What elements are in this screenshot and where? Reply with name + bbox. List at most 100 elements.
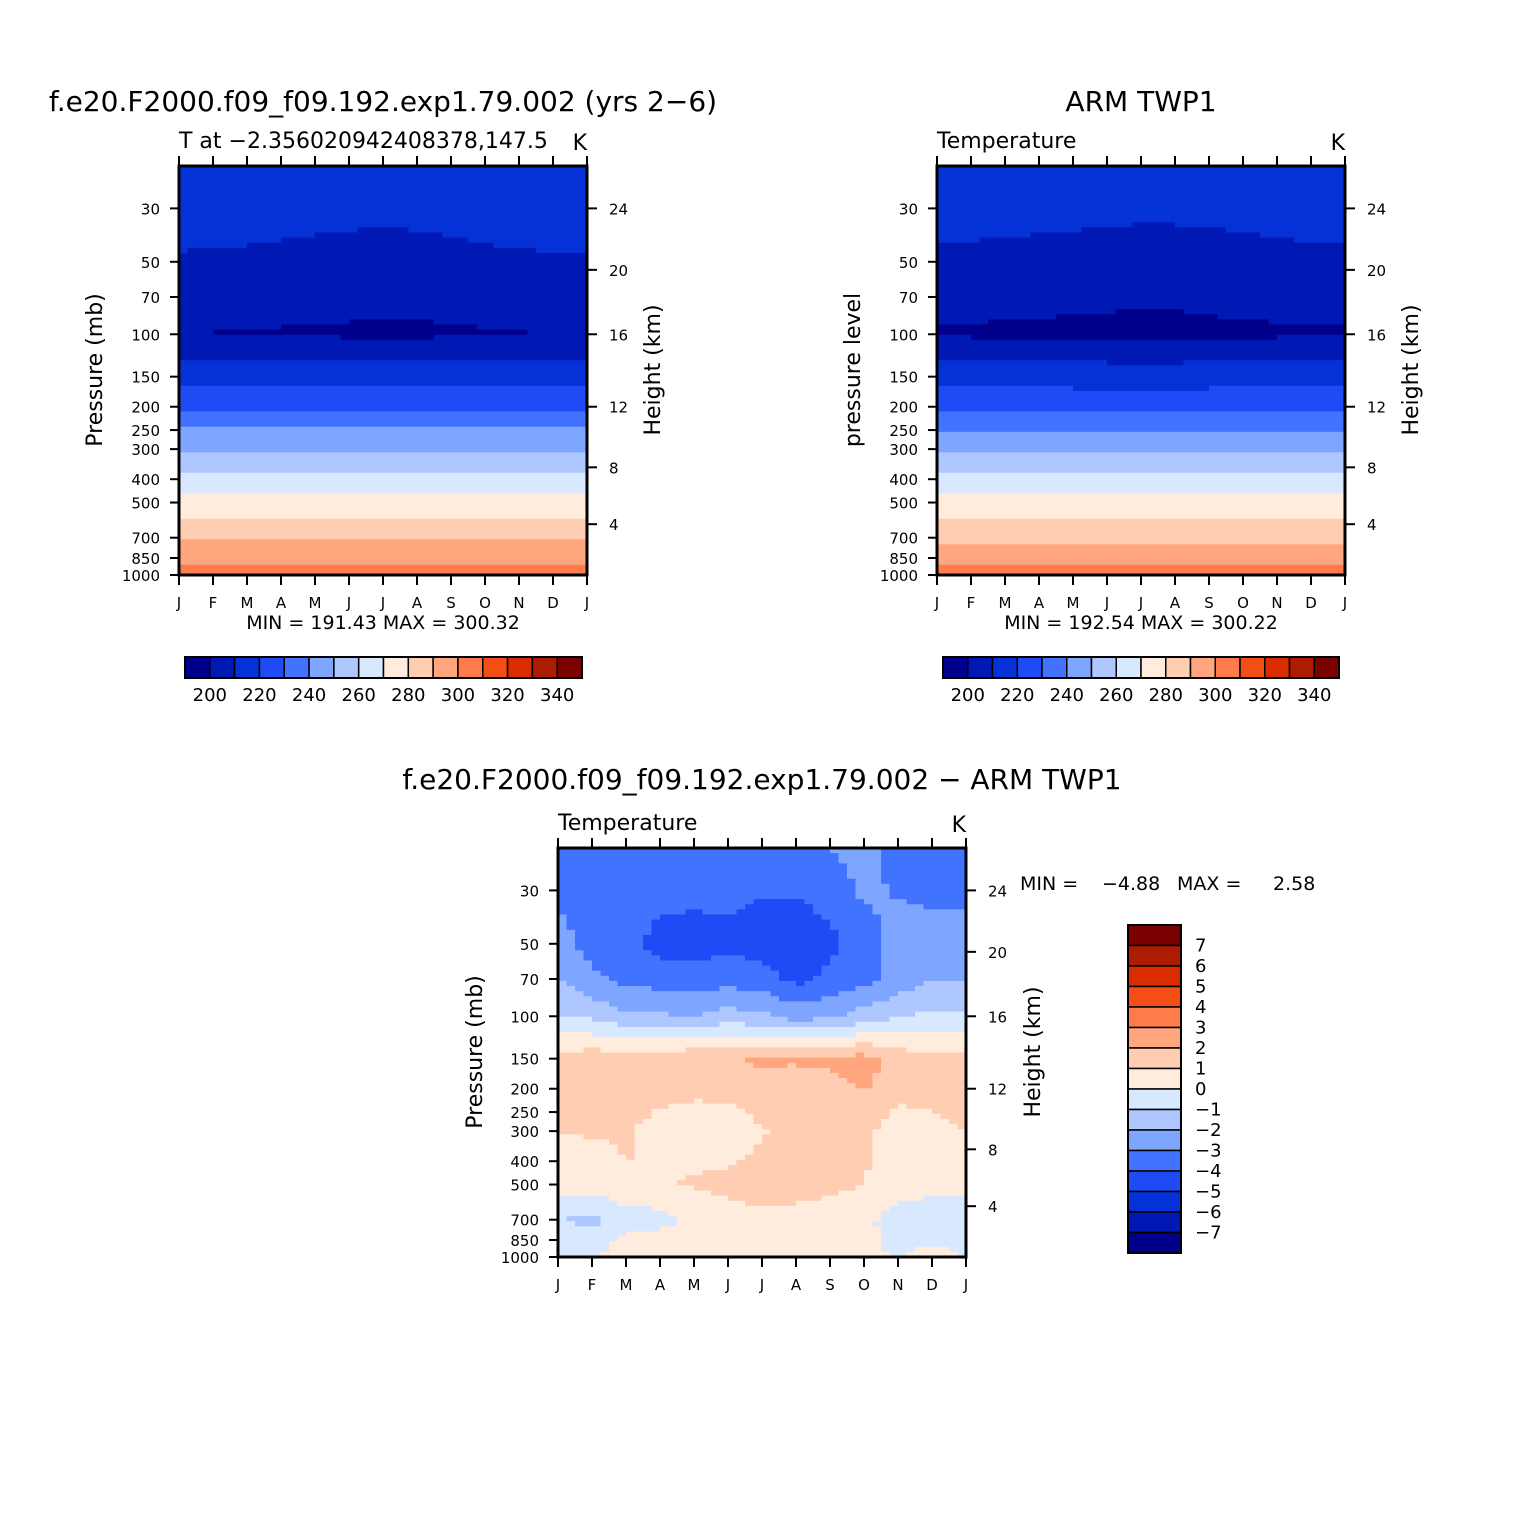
contour-cell [230,186,240,193]
contour-cell [255,314,265,320]
contour-cell [1217,268,1227,274]
contour-cell [468,186,478,193]
contour-cell [1132,237,1142,244]
contour-cell [391,549,401,556]
contour-cell [519,559,529,566]
contour-cell [281,288,291,295]
contour-cell [434,217,444,223]
x-tick-label: A [412,594,423,612]
contour-cell [272,513,282,520]
contour-cell [1098,252,1108,259]
contour-cell [1039,201,1049,208]
contour-cell [442,436,452,443]
contour-cell [255,242,265,249]
contour-cell [289,360,299,366]
contour-cell [1141,206,1151,213]
contour-cell [264,503,274,510]
contour-cell [1115,222,1125,228]
contour-cell [1115,176,1125,182]
contour-cell [213,171,223,177]
contour-cell [323,534,333,540]
contour-cell [561,252,571,259]
contour-cell [493,467,503,474]
contour-cell [1098,166,1108,172]
contour-cell [179,196,189,203]
contour-cell [374,217,384,223]
contour-cell [502,263,512,269]
contour-cell [374,298,384,305]
contour-cell [417,569,427,575]
contour-cell [527,247,537,254]
contour-cell [340,472,350,479]
contour-cell [570,539,580,545]
contour-cell [519,462,529,469]
contour-cell [281,375,291,382]
contour-cell [1294,222,1304,228]
contour-cell [264,212,274,218]
contour-cell [306,421,316,428]
contour-cell [971,247,981,254]
contour-cell [1268,227,1278,234]
contour-cell [962,222,972,228]
contour-cell [459,212,469,218]
contour-cell [502,217,512,223]
contour-cell [493,176,503,182]
contour-cell [954,212,964,218]
contour-cell [1013,222,1023,228]
contour-cell [485,191,495,198]
contour-cell [298,273,308,280]
contour-cell [281,273,291,280]
contour-cell [425,293,435,300]
contour-cell [187,339,197,346]
contour-cell [408,401,418,407]
contour-cell [1319,237,1329,244]
contour-cell [1226,191,1236,198]
contour-cell [578,237,587,244]
contour-cell [1302,191,1312,198]
contour-cell [408,559,418,566]
contour-cell [544,304,554,310]
contour-cell [204,431,214,438]
contour-cell [1234,201,1244,208]
contour-cell [247,232,257,239]
contour-cell [366,544,376,551]
contour-cell [366,252,376,259]
contour-cell [391,431,401,438]
contour-cell [323,401,333,407]
contour-cell [510,186,520,193]
contour-cell [340,181,350,188]
contour-cell [434,385,444,392]
contour-cell [485,365,495,372]
contour-cell [230,406,240,412]
contour-cell [238,293,248,300]
contour-cell [417,396,427,402]
contour-cell [1115,206,1125,213]
contour-cell [196,513,206,520]
contour-cell [451,237,461,244]
contour-cell [272,350,282,356]
contour-cell [340,416,350,423]
contour-cell [179,513,189,520]
x-tick-label: S [446,594,456,612]
contour-cell [289,523,299,530]
contour-cell [272,176,282,182]
contour-cell [1073,186,1083,193]
contour-cell [485,421,495,428]
contour-cell [1285,201,1295,208]
contour-cell [213,176,223,182]
contour-cell [1243,268,1253,274]
contour-cell [221,401,231,407]
contour-cell [340,554,350,561]
y2-tick-label: 12 [609,399,628,417]
contour-cell [281,390,291,397]
contour-cell [425,227,435,234]
contour-cell [417,329,427,336]
contour-cell [459,396,469,402]
contour-cell [442,232,452,239]
contour-cell [1217,258,1227,264]
contour-cell [349,273,359,280]
contour-cell [281,559,291,566]
contour-cell [476,365,486,372]
contour-cell [374,426,384,433]
contour-cell [391,217,401,223]
